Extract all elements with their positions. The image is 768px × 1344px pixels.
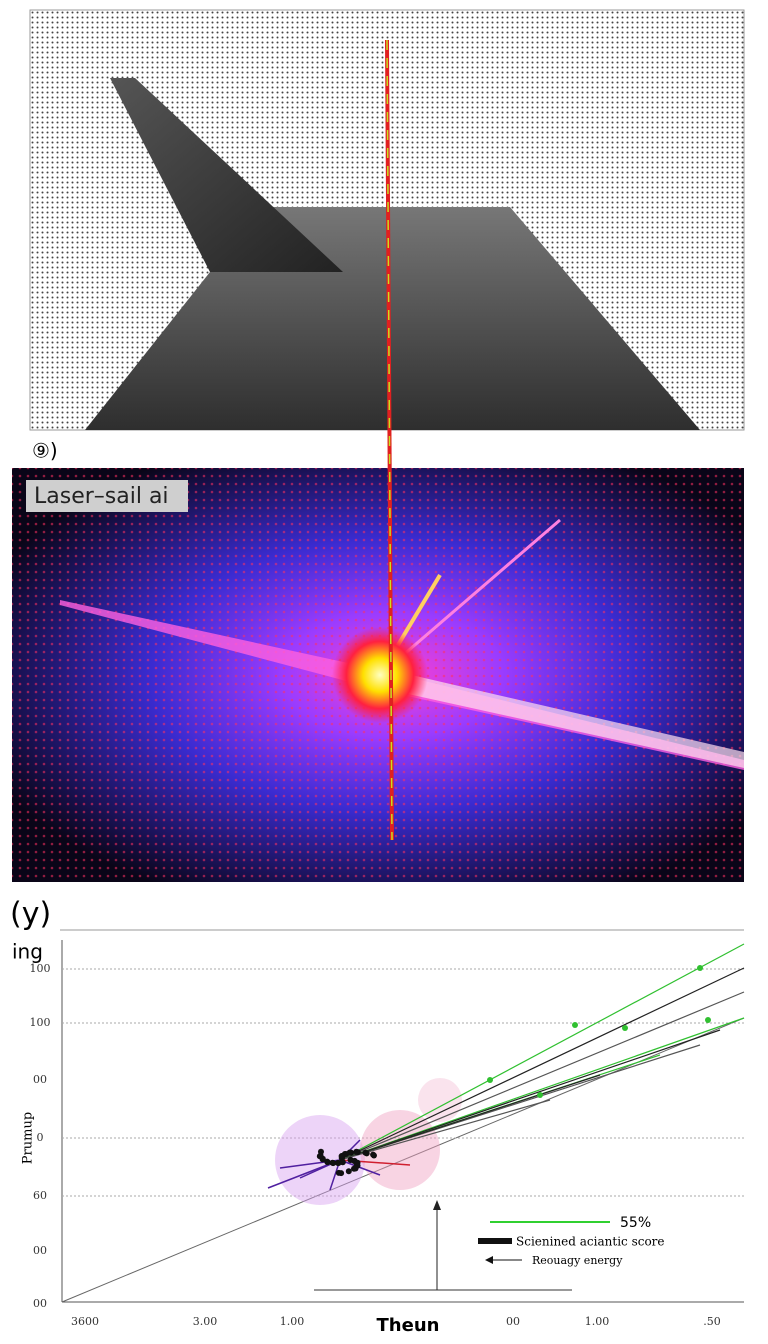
fan-line	[339, 967, 745, 1161]
green-dot	[572, 1022, 578, 1028]
y-tick-label: 00	[33, 1244, 47, 1257]
cluster-dot	[330, 1160, 337, 1167]
cluster-dot	[324, 1159, 331, 1166]
y-tick-label: 0	[37, 1131, 44, 1144]
fan-line	[339, 943, 745, 1161]
wing-shape	[110, 78, 343, 272]
fan-line	[339, 1074, 601, 1161]
scatter-cloud	[360, 1110, 440, 1190]
green-dot	[705, 1017, 711, 1023]
cluster-dot	[338, 1170, 345, 1177]
legend-label: Reouagy energy	[532, 1254, 623, 1267]
arrow-head	[433, 1200, 441, 1210]
y-tick-label: 00	[33, 1073, 47, 1086]
cluster-dot	[353, 1148, 360, 1155]
fan-line	[339, 991, 745, 1161]
legend-label: 55%	[620, 1215, 651, 1231]
scatter-cloud	[418, 1078, 462, 1122]
legend-arrow-head	[485, 1256, 493, 1264]
fan-line	[339, 1029, 721, 1161]
x-axis-label: Theun	[377, 1315, 440, 1336]
x-tick-label: .50	[703, 1315, 721, 1328]
plot-panel: (y) ing Prumup Theun 55% Scienined acian…	[10, 897, 745, 1336]
cluster-dot	[339, 1159, 346, 1166]
vertical-laser-dash	[386, 39, 393, 841]
laser-label-box	[26, 480, 188, 512]
x-tick-label: 00	[506, 1315, 520, 1328]
laser-label: Laser–sail ai	[34, 484, 169, 509]
legend-bar	[478, 1238, 512, 1244]
green-dot	[697, 965, 703, 971]
x-tick-label: 3.00	[193, 1315, 218, 1328]
x-tick-label: 1.00	[585, 1315, 610, 1328]
green-dot	[537, 1092, 543, 1098]
cluster-line	[339, 1159, 381, 1176]
cluster-dot	[354, 1159, 361, 1166]
green-dot	[622, 1025, 628, 1031]
cluster-dot	[335, 1160, 342, 1167]
legend-label: Scienined aciantic score	[516, 1235, 665, 1249]
y-axis-label: Prumup	[21, 1112, 36, 1164]
laser-beam-core	[390, 670, 744, 768]
render-caption: ⑨)	[32, 439, 58, 463]
y-tick-label: 100	[30, 1016, 51, 1029]
cluster-dot	[352, 1165, 359, 1172]
floor-shape	[85, 207, 700, 430]
cluster-dot	[370, 1151, 377, 1158]
cluster-dot	[362, 1149, 369, 1156]
y-tick-label: 00	[33, 1297, 47, 1310]
fan-line	[339, 1099, 551, 1161]
cluster-dot	[316, 1153, 323, 1160]
x-tick-label: 1.00	[280, 1315, 305, 1328]
laser-flare	[332, 627, 428, 723]
plot-heading: (y)	[10, 897, 51, 932]
y-tick-label: 100	[30, 962, 51, 975]
cluster-dot	[338, 1153, 345, 1160]
plot-subheading: ing	[12, 940, 43, 964]
y-tick-label: 60	[33, 1189, 47, 1202]
cluster-dot	[346, 1149, 353, 1156]
x-tick-label: 3600	[71, 1315, 99, 1328]
laser-panel: Laser–sail ai	[12, 468, 744, 882]
green-dot	[487, 1077, 493, 1083]
cluster-dot	[345, 1168, 352, 1175]
cluster-dot	[317, 1148, 324, 1155]
